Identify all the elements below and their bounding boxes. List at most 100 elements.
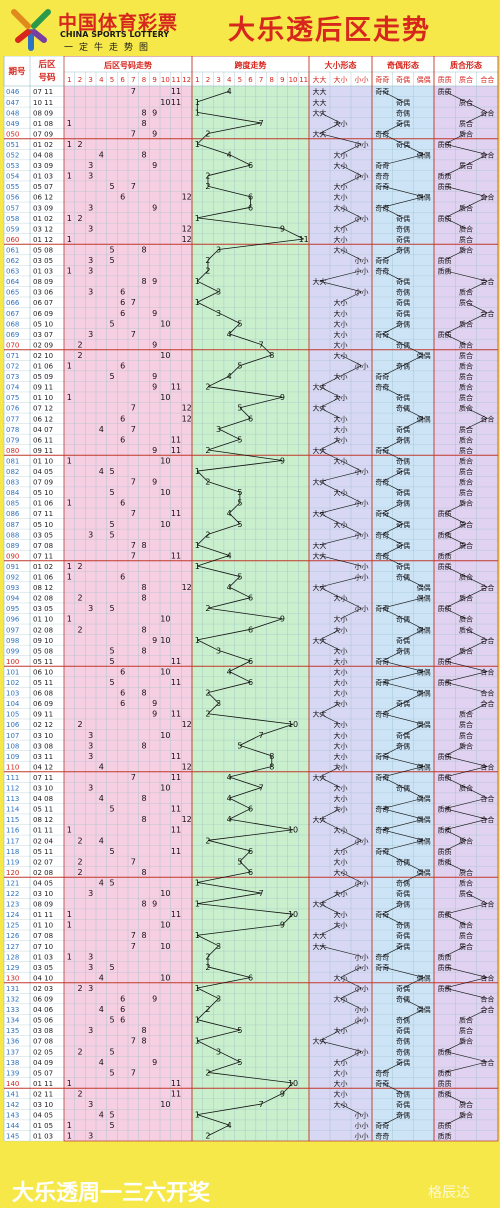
drawn-number-mark: 11: [171, 383, 181, 392]
size-pattern-mark: 大小: [334, 182, 348, 191]
drawn-number-mark: 11: [171, 805, 181, 814]
span-trend-line: [207, 375, 230, 388]
size-pattern-mark: 大小: [334, 678, 348, 687]
issue-number: 129: [6, 964, 19, 972]
parity-pattern-mark: 奇偶: [396, 857, 410, 866]
issue-number: 141: [6, 1090, 19, 1098]
size-pattern-mark: 小小: [355, 140, 369, 149]
prime-pattern-mark: 质质: [438, 984, 452, 993]
span-value-mark: 1: [195, 984, 200, 993]
parity-trend-line: [382, 523, 404, 535]
parity-trend-line: [402, 629, 424, 641]
parity-trend-line: [382, 1082, 404, 1094]
back-numbers: 01 06: [33, 363, 54, 371]
prime-pattern-mark: 质合: [459, 615, 473, 624]
parity-pattern-mark: 奇偶: [396, 741, 410, 750]
parity-pattern-mark: 奇奇: [375, 678, 389, 687]
parity-trend-line: [382, 323, 404, 335]
size-pattern-mark: 大小: [334, 161, 348, 170]
parity-trend-line: [382, 196, 424, 208]
issue-number: 057: [6, 204, 19, 212]
parity-trend-line: [382, 185, 424, 198]
span-trend-line: [207, 839, 251, 852]
span-value-mark: 7: [259, 731, 264, 740]
issue-number: 118: [6, 848, 19, 856]
size-pattern-mark: 大小: [334, 625, 348, 634]
back-numbers: 07 11: [33, 552, 53, 560]
span-trend-line: [197, 1019, 240, 1031]
header-prime-col: 质合: [459, 75, 473, 84]
prime-pattern-mark: 合合: [480, 108, 494, 117]
size-pattern-mark: 大小: [334, 699, 348, 708]
issue-number: 104: [6, 700, 20, 708]
size-pattern-mark: 大小: [334, 594, 348, 603]
span-trend-line: [197, 565, 240, 577]
back-numbers: 05 11: [33, 658, 53, 666]
size-trend-line: [319, 470, 362, 482]
parity-trend-line: [382, 797, 424, 809]
prime-pattern-mark: 质合: [459, 784, 473, 793]
drawn-number-mark: 8: [141, 689, 146, 698]
size-trend-line: [340, 840, 362, 852]
size-trend-line: [319, 449, 341, 461]
issue-number: 095: [6, 605, 19, 613]
prime-trend-line: [444, 565, 467, 577]
drawn-number-mark: 10: [160, 921, 170, 930]
size-trend-line: [340, 607, 362, 620]
header-size-col: 小小: [355, 75, 369, 84]
drawn-number-mark: 11: [171, 847, 181, 856]
drawn-number-mark: 9: [152, 446, 157, 455]
parity-pattern-mark: 奇偶: [396, 1089, 410, 1098]
size-pattern-mark: 大小: [334, 298, 348, 307]
header-parity-col: 偶偶: [417, 75, 431, 84]
parity-trend-line: [382, 607, 404, 620]
parity-pattern-mark: 奇奇: [375, 963, 389, 972]
span-trend-line: [218, 650, 251, 662]
parity-pattern-mark: 奇奇: [375, 161, 389, 170]
prime-pattern-mark: 质合: [459, 203, 473, 212]
size-trend-line: [319, 776, 341, 788]
span-value-mark: 1: [195, 636, 200, 645]
parity-pattern-mark: 奇奇: [375, 604, 389, 613]
back-numbers: 02 08: [33, 626, 53, 634]
drawn-number-mark: 8: [141, 583, 146, 592]
parity-trend-line: [382, 439, 404, 451]
header-num-tick: 11: [172, 76, 181, 84]
prime-trend-line: [465, 196, 488, 208]
drawn-number-mark: 1: [67, 267, 72, 276]
size-pattern-mark: 大小: [334, 646, 348, 655]
drawn-number-mark: 8: [141, 868, 146, 877]
drawn-number-mark: 6: [120, 689, 125, 698]
parity-pattern-mark: 奇偶: [396, 646, 410, 655]
size-pattern-mark: 大小: [334, 667, 348, 676]
drawn-number-mark: 7: [131, 773, 136, 782]
drawn-number-mark: 7: [131, 425, 136, 434]
parity-trend-line: [382, 133, 404, 145]
back-numbers: 02 08: [33, 595, 53, 603]
header-num-tick: 6: [120, 76, 125, 84]
parity-pattern-mark: 偶偶: [417, 868, 431, 877]
issue-number: 091: [6, 563, 19, 571]
drawn-number-mark: 2: [77, 214, 82, 223]
prime-trend-line: [465, 407, 488, 419]
size-trend-line: [340, 491, 362, 503]
size-pattern-mark: 大小: [334, 794, 348, 803]
prime-pattern-mark: 质合: [459, 868, 473, 877]
size-pattern-mark: 小小: [355, 530, 369, 539]
drawn-number-mark: 6: [120, 193, 125, 202]
size-pattern-mark: 大小: [334, 1079, 348, 1088]
drawn-number-mark: 1: [67, 235, 72, 244]
span-value-mark: 2: [205, 710, 210, 719]
drawn-number-mark: 5: [109, 678, 114, 687]
parity-pattern-mark: 奇偶: [396, 488, 410, 497]
issue-number: 130: [6, 974, 19, 982]
drawn-number-mark: 2: [77, 1089, 82, 1098]
drawn-number-mark: 6: [120, 995, 125, 1004]
prime-trend-line: [465, 702, 488, 714]
parity-pattern-mark: 奇偶: [396, 456, 410, 465]
prime-pattern-mark: 质质: [438, 1079, 452, 1088]
span-value-mark: 10: [288, 826, 298, 835]
drawn-number-mark: 3: [88, 752, 93, 761]
prime-pattern-mark: 质质: [438, 857, 452, 866]
drawn-number-mark: 1: [67, 1121, 72, 1130]
